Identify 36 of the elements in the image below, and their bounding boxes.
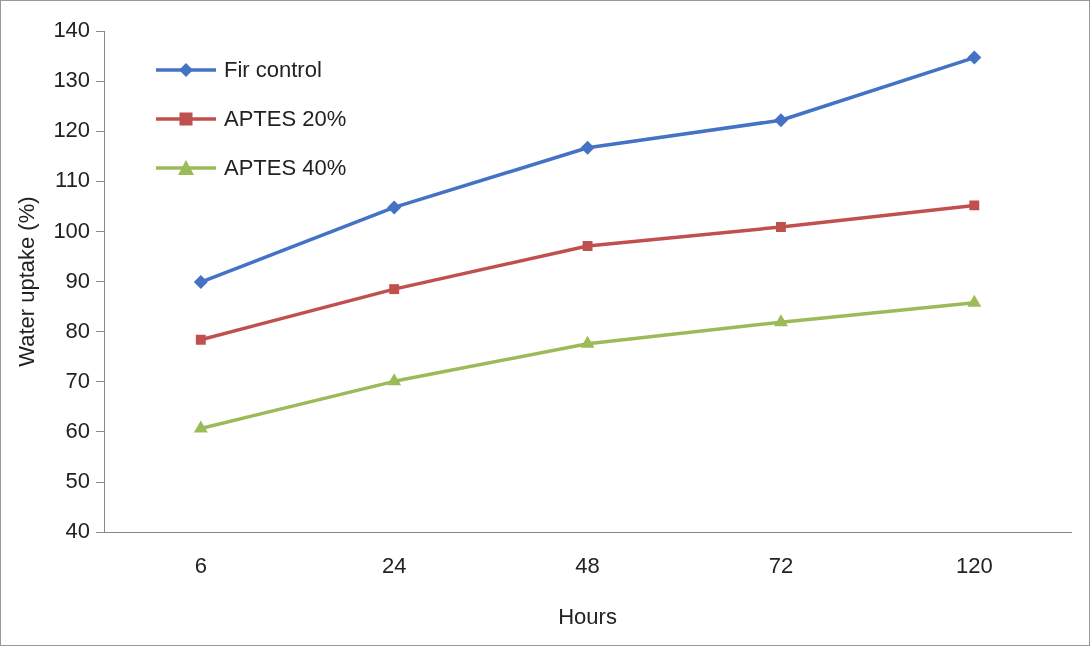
- point: [387, 373, 402, 386]
- y-tick-label: 50: [65, 468, 91, 494]
- point: [389, 284, 400, 295]
- y-tick-label: 40: [65, 518, 91, 544]
- point: [773, 113, 788, 128]
- point: [774, 314, 788, 327]
- point: [582, 241, 593, 251]
- point: [967, 294, 982, 307]
- y-tick-label: 100: [53, 217, 91, 243]
- x-tick-label: 48: [575, 553, 600, 579]
- x-axis-title: Hours: [558, 603, 617, 629]
- y-tick-label: 90: [65, 267, 91, 293]
- x-tick-label: 6: [194, 553, 207, 579]
- point: [580, 335, 595, 348]
- legend-label: Fir control: [224, 56, 322, 83]
- y-tick-label: 60: [65, 418, 91, 444]
- point: [969, 200, 980, 211]
- y-tick-label: 70: [65, 367, 91, 393]
- y-tick-label: 80: [65, 317, 91, 343]
- y-tick-label: 130: [53, 67, 91, 93]
- point: [195, 334, 206, 345]
- y-tick-label: 120: [53, 117, 91, 143]
- legend-label: APTES 40%: [224, 154, 347, 181]
- point: [580, 140, 595, 155]
- y-axis-title: Water uptake (%): [14, 196, 40, 367]
- y-tick-label: 110: [55, 167, 91, 193]
- point: [387, 200, 402, 215]
- point: [193, 420, 208, 433]
- x-tick-label: 120: [955, 553, 993, 579]
- point: [193, 275, 208, 290]
- x-tick-label: 72: [768, 553, 794, 579]
- point: [967, 50, 982, 65]
- point: [775, 222, 786, 232]
- y-tick-label: 140: [53, 17, 91, 43]
- legend-label: APTES 20%: [224, 105, 347, 132]
- x-tick-label: 24: [381, 553, 407, 579]
